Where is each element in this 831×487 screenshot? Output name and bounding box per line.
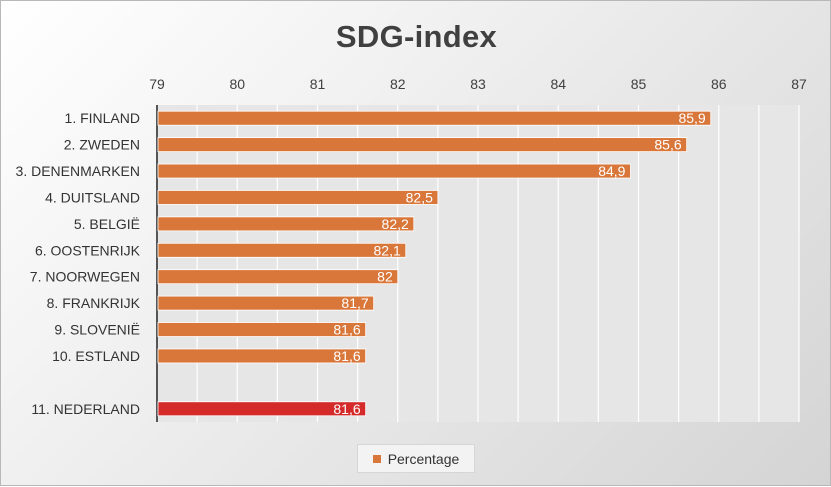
bar (157, 190, 439, 205)
x-tick-label: 79 (149, 76, 165, 92)
bar (157, 322, 367, 337)
x-tick-label: 86 (711, 76, 727, 92)
chart-title: SDG-index (335, 19, 498, 54)
category-label: 3. DENENMARKEN (16, 163, 140, 179)
category-label: 4. DUITSLAND (45, 189, 140, 205)
category-label: 6. OOSTENRIJK (35, 242, 141, 258)
bar (157, 401, 367, 417)
category-label: 2. ZWEDEN (64, 137, 140, 153)
data-label: 84,9 (598, 163, 625, 179)
legend-swatch (372, 454, 381, 463)
data-label: 82,2 (382, 216, 409, 232)
category-label: 10. ESTLAND (52, 348, 140, 364)
x-tick-label: 84 (550, 76, 566, 92)
data-label: 85,9 (678, 110, 705, 126)
data-label: 82 (377, 269, 393, 285)
bar (157, 242, 407, 258)
bar (157, 269, 399, 285)
bar (157, 216, 415, 232)
legend: Percentage (357, 444, 475, 473)
data-label: 85,6 (654, 137, 681, 153)
data-label: 81,6 (333, 401, 360, 417)
bar (157, 348, 367, 364)
category-label: 9. SLOVENIË (54, 322, 140, 338)
data-label: 82,5 (406, 189, 433, 205)
bar (157, 163, 631, 179)
data-label: 81,6 (333, 322, 360, 338)
x-tick-label: 83 (470, 76, 486, 92)
legend-label: Percentage (387, 450, 460, 467)
category-label: 5. BELGIË (74, 216, 140, 232)
x-tick-label: 85 (631, 76, 647, 92)
data-label: 81,7 (341, 295, 368, 311)
x-tick-label: 80 (229, 76, 245, 92)
bar (157, 137, 688, 153)
category-label: 7. NOORWEGEN (30, 269, 140, 285)
bar (157, 110, 712, 126)
x-tick-label: 87 (791, 76, 807, 92)
category-label: 11. NEDERLAND (31, 401, 140, 417)
data-label: 82,1 (374, 242, 401, 258)
x-tick-label: 82 (390, 76, 406, 92)
category-label: 1. FINLAND (65, 110, 140, 126)
bar (157, 295, 375, 311)
x-tick-label: 81 (310, 76, 326, 92)
category-label: 8. FRANKRIJK (47, 295, 141, 311)
data-label: 81,6 (333, 348, 360, 364)
